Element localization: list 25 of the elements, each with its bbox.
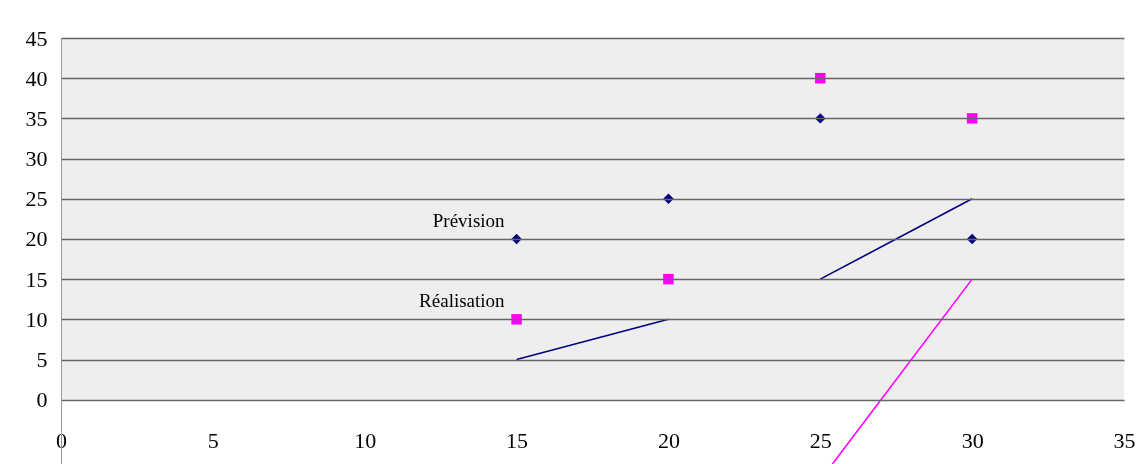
x-tick-label: 25: [809, 427, 832, 453]
x-tick-label: 10: [354, 427, 377, 453]
annotation: Réalisation: [419, 290, 506, 312]
y-tick-label: 35: [25, 105, 48, 131]
y-tick-label: 45: [25, 25, 48, 51]
y-tick-label: 5: [36, 347, 48, 373]
x-tick-label: 35: [1113, 427, 1136, 453]
x-tick-label: 30: [961, 427, 984, 453]
point: [966, 113, 978, 124]
annotation: Prévision: [432, 209, 506, 231]
y-tick-label: 25: [25, 186, 48, 212]
y-tick-label: 40: [25, 65, 48, 91]
point: [663, 273, 674, 285]
x-tick-label: 20: [657, 427, 680, 453]
x-tick-label: 0: [56, 427, 67, 453]
point: [511, 314, 522, 325]
point: [815, 72, 826, 84]
x-tick-label: 15: [506, 427, 529, 453]
y-tick-label: 20: [25, 226, 48, 252]
x-tick-label: 5: [207, 427, 219, 453]
y-tick-label: 10: [25, 306, 48, 332]
y-tick-label: 15: [25, 266, 48, 292]
y-tick-label: 0: [36, 387, 48, 413]
point: [966, 233, 978, 245]
y-tick-label: 30: [25, 146, 48, 172]
